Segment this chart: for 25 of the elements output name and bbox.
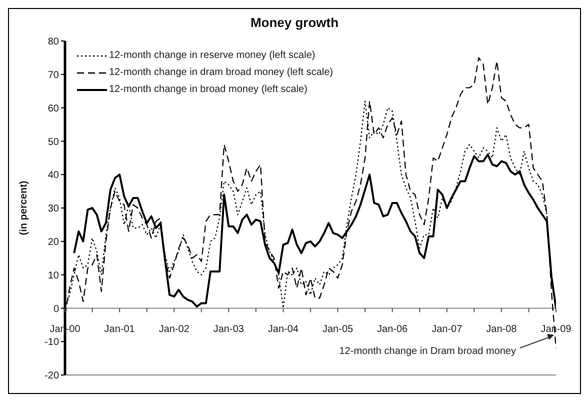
x-tick-label: Jan-04 <box>268 324 299 336</box>
x-tick-label: Jan-05 <box>322 324 354 336</box>
legend-label: 12-month change in dram broad money (left scale) <box>109 67 334 78</box>
x-tick-label: Jan-02 <box>158 324 190 336</box>
chart-title: Money growth <box>249 14 340 32</box>
y-tick-label: 20 <box>48 236 60 248</box>
y-tick-label: 50 <box>48 136 60 148</box>
legend-label: 12-month change in reserve money (left scale) <box>109 50 316 61</box>
y-tick-label: 60 <box>48 103 60 114</box>
y-tick-label: 0 <box>53 304 60 315</box>
y-tick-label: 80 <box>48 36 60 48</box>
y-tick-label: -10 <box>44 337 60 348</box>
legend-label: 12-month change in broad money (left scale) <box>109 84 308 95</box>
annotation: 12-month change in Dram broad money <box>339 346 516 357</box>
y-tick-label: 10 <box>48 270 60 282</box>
x-tick-label: Jan-06 <box>377 324 408 336</box>
y-tick-label: 70 <box>48 70 60 81</box>
y-tick-label: 30 <box>48 204 60 215</box>
x-tick-label: Jan-07 <box>432 324 463 336</box>
x-tick-label: Jan-01 <box>104 324 136 336</box>
y-tick-label: -20 <box>44 370 60 382</box>
x-tick-label: Jan-08 <box>486 324 518 336</box>
x-tick-label: Jan-03 <box>213 324 244 336</box>
y-axis-title: (in percent) <box>18 180 30 236</box>
y-tick-label: 40 <box>48 170 60 182</box>
